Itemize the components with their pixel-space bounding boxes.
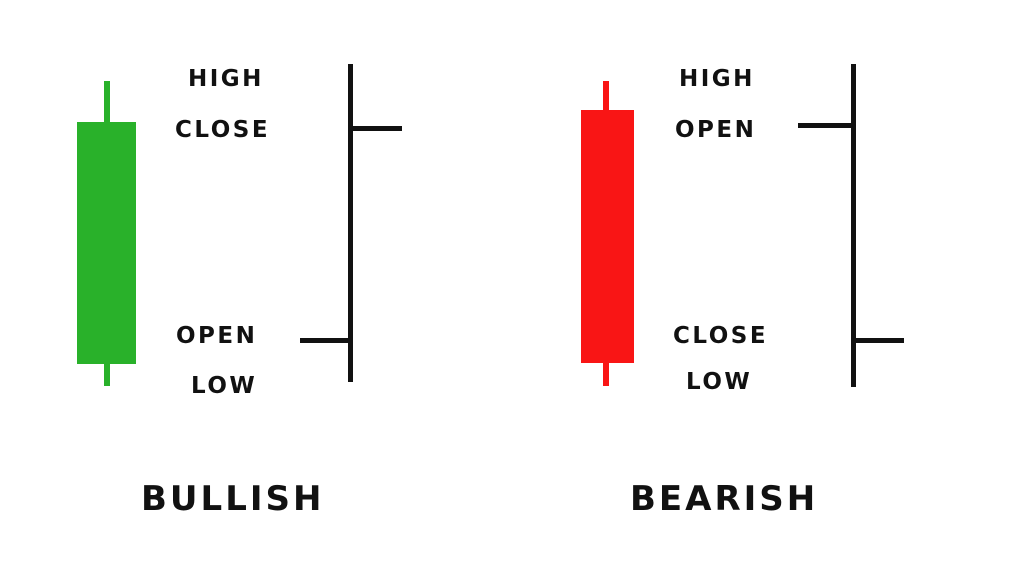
bearish-panel: HIGH OPEN CLOSE LOW BEARISH: [512, 0, 1024, 576]
bullish-ohlc-close-tick: [350, 126, 402, 131]
bearish-label-open: OPEN: [675, 117, 757, 143]
bullish-label-open: OPEN: [176, 323, 258, 349]
bearish-candle-body: [581, 110, 634, 363]
bearish-candle-upper-wick: [603, 81, 609, 113]
bullish-candle-lower-wick: [104, 362, 110, 386]
bearish-label-low: LOW: [686, 369, 753, 395]
bullish-label-low: LOW: [191, 373, 258, 399]
bullish-panel: HIGH CLOSE OPEN LOW BULLISH: [77, 64, 402, 519]
bullish-label-high: HIGH: [188, 66, 264, 92]
bullish-title: BULLISH: [141, 479, 325, 519]
bearish-ohlc-open-tick: [798, 123, 853, 128]
bearish-ohlc-close-tick: [853, 338, 904, 343]
bearish-title: BEARISH: [630, 479, 819, 519]
bearish-label-high: HIGH: [679, 66, 755, 92]
bearish-candle-lower-wick: [603, 361, 609, 386]
bearish-ohlc-vertical-bar: [851, 64, 856, 387]
bullish-label-close: CLOSE: [175, 117, 271, 143]
bullish-ohlc-vertical-bar: [348, 64, 353, 382]
bullish-candle-body: [77, 122, 136, 364]
bullish-candle-upper-wick: [104, 81, 110, 125]
bullish-ohlc-open-tick: [300, 338, 352, 343]
bearish-label-close: CLOSE: [673, 323, 769, 349]
